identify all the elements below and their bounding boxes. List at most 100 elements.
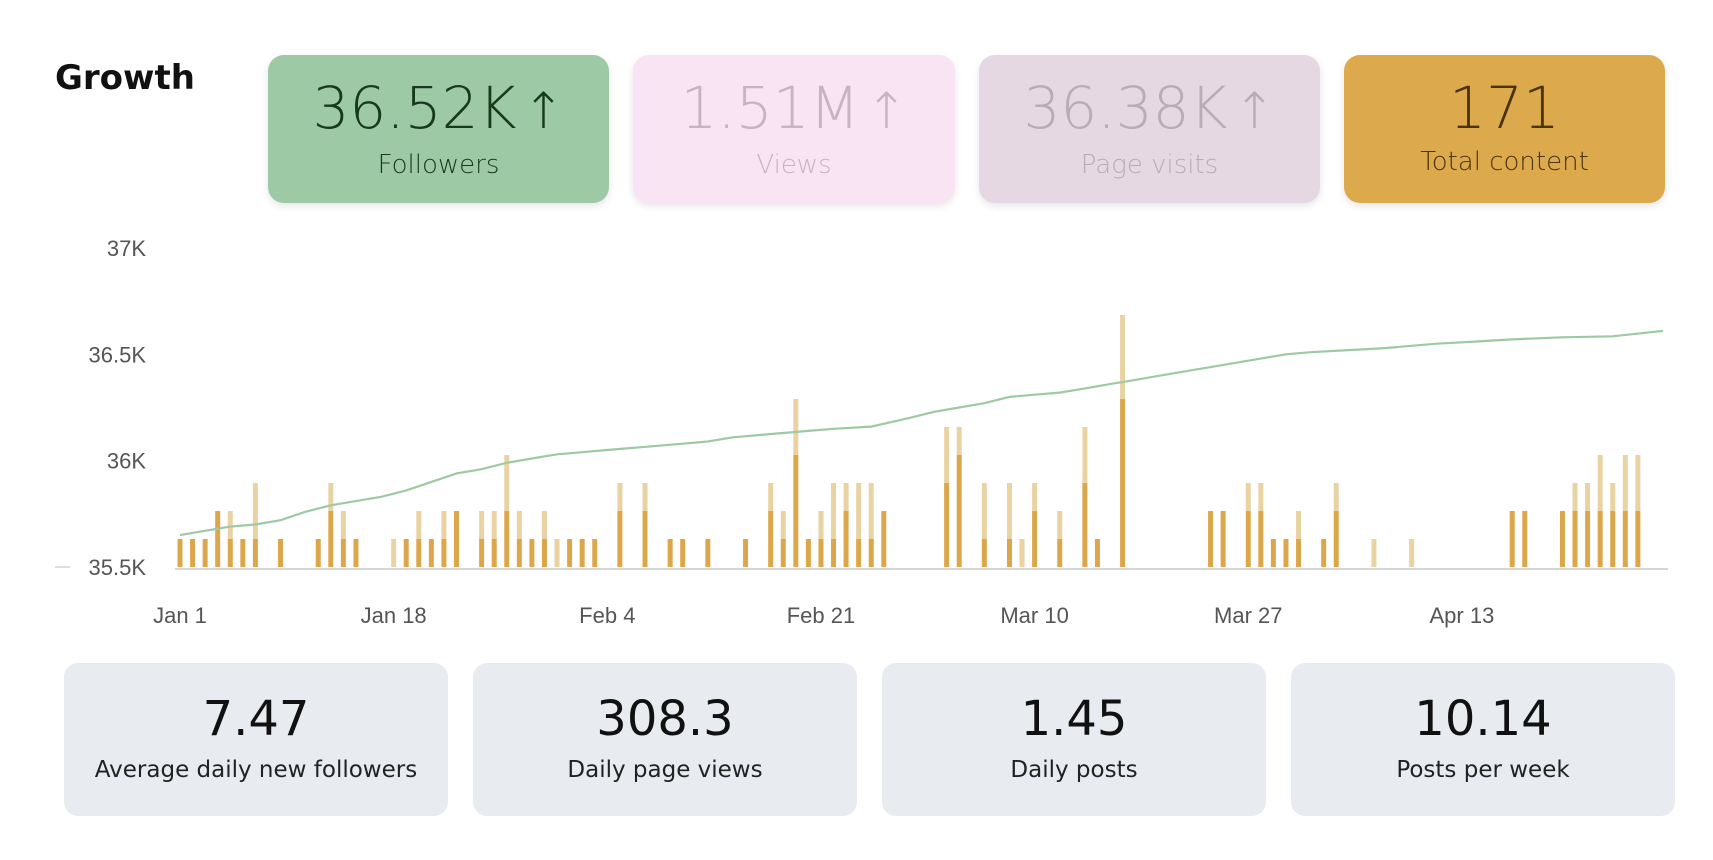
- x-tick-label: Jan 1: [153, 603, 207, 628]
- bar-segment-dark: [240, 539, 246, 567]
- bar-segment-dark: [202, 539, 208, 567]
- bar-segment-dark: [529, 539, 535, 567]
- stat-value: 1.45: [1020, 691, 1128, 747]
- page-title: Growth: [55, 58, 195, 98]
- bar-segment-dark: [1120, 399, 1126, 567]
- bar-segment-dark: [956, 455, 962, 567]
- metric-card-total-content[interactable]: 171 Total content: [1344, 55, 1665, 203]
- bar-segment-dark: [1509, 511, 1515, 567]
- bar-segment-light: [1333, 483, 1339, 511]
- bar-segment-light: [1409, 539, 1415, 567]
- bar-segment-light: [328, 483, 334, 511]
- bar-segment-dark: [805, 539, 811, 567]
- stat-card-daily-posts: 1.45 Daily posts: [882, 663, 1266, 816]
- x-tick-label: Mar 27: [1214, 603, 1282, 628]
- bar-segment-light: [868, 483, 874, 539]
- bar-segment-light: [856, 483, 862, 539]
- y-tick-label: 36K: [107, 449, 146, 474]
- bar-segment-light: [491, 511, 497, 539]
- arrow-up-icon: ↑: [522, 82, 565, 140]
- bar-segment-light: [1245, 483, 1251, 511]
- bar-segment-dark: [252, 539, 258, 567]
- bar-segment-light: [340, 511, 346, 539]
- bar-segment-dark: [504, 511, 510, 567]
- bar-segment-dark: [541, 539, 547, 567]
- bar-segment-dark: [416, 539, 422, 567]
- bar-segment-light: [1057, 511, 1063, 539]
- bar-segment-dark: [403, 539, 409, 567]
- stat-value: 308.3: [596, 691, 734, 747]
- bar-segment-dark: [856, 539, 862, 567]
- bar-segment-dark: [278, 539, 284, 567]
- bar-segment-light: [793, 399, 799, 455]
- growth-chart: 37K 36.5K 36K 35.5K Jan 1 Jan 18 Feb 4 Feb 21 M…: [55, 236, 1668, 628]
- bar-segment-dark: [1522, 511, 1528, 567]
- bar-segment-dark: [453, 511, 459, 567]
- bar-segment-dark: [1208, 511, 1214, 567]
- bar-segment-dark: [818, 539, 824, 567]
- bar-segment-dark: [667, 539, 673, 567]
- bar-segment-light: [1635, 455, 1641, 511]
- stat-label: Daily page views: [567, 757, 763, 783]
- bar-segment-dark: [1094, 539, 1100, 567]
- bar-segment-light: [1032, 483, 1038, 511]
- bar-segment-dark: [642, 511, 648, 567]
- metric-card-page-visits[interactable]: 36.38K ↑ Page visits: [979, 55, 1320, 203]
- bar-segment-light: [1006, 483, 1012, 539]
- metric-card-views[interactable]: 1.51M ↑ Views: [633, 55, 955, 203]
- x-tick-label: Feb 4: [579, 603, 635, 628]
- x-tick-label: Jan 18: [361, 603, 427, 628]
- bar-segment-dark: [1057, 539, 1063, 567]
- arrow-up-icon: ↑: [1233, 82, 1276, 140]
- bar-segment-light: [780, 511, 786, 539]
- stat-value: 7.47: [202, 691, 310, 747]
- bar-segment-dark: [680, 539, 686, 567]
- bar-segment-light: [441, 511, 447, 539]
- bar-segment-dark: [1610, 511, 1616, 567]
- bar-segment-light: [617, 483, 623, 511]
- bar-segment-light: [831, 483, 837, 539]
- followers-line-layer: [179, 329, 1664, 537]
- bar-segment-dark: [1258, 511, 1264, 567]
- bar-segment-dark: [190, 539, 196, 567]
- bar-segment-dark: [1333, 511, 1339, 567]
- arrow-up-icon: ↑: [865, 82, 908, 140]
- bar-segment-dark: [592, 539, 598, 567]
- bar-segment-dark: [705, 539, 711, 567]
- metric-card-followers[interactable]: 36.52K ↑ Followers: [268, 55, 609, 203]
- bar-segment-dark: [353, 539, 359, 567]
- bar-segment-dark: [1296, 539, 1302, 567]
- bar-segment-light: [1585, 483, 1591, 511]
- x-axis: Jan 1 Jan 18 Feb 4 Feb 21 Mar 10 Mar 27 Apr 13: [153, 603, 1494, 628]
- x-tick-label: Mar 10: [1000, 603, 1068, 628]
- bar-segment-light: [479, 511, 485, 539]
- bar-segment-dark: [743, 539, 749, 567]
- bar-segment-light: [1258, 483, 1264, 511]
- bar-segment-dark: [1559, 511, 1565, 567]
- metric-label: Total content: [1420, 147, 1589, 177]
- bar-segment-light: [416, 511, 422, 539]
- bar-segment-dark: [579, 539, 585, 567]
- bar-segment-dark: [1082, 483, 1088, 567]
- stat-value: 10.14: [1414, 691, 1552, 747]
- bar-segment-light: [227, 511, 233, 539]
- bar-segment-dark: [1635, 511, 1641, 567]
- stat-card-daily-page-views: 308.3 Daily page views: [473, 663, 857, 816]
- x-tick-label: Feb 21: [787, 603, 856, 628]
- bar-segment-light: [391, 539, 397, 567]
- bar-segment-light: [554, 539, 560, 567]
- metric-label: Views: [756, 150, 832, 180]
- bar-segment-light: [252, 483, 258, 539]
- bar-segment-light: [1296, 511, 1302, 539]
- bar-segment-dark: [491, 539, 497, 567]
- bar-segment-dark: [1220, 511, 1226, 567]
- metric-label: Followers: [377, 150, 500, 180]
- bar-segment-light: [541, 511, 547, 539]
- bar-segment-dark: [328, 511, 334, 567]
- bar-segment-dark: [516, 539, 522, 567]
- bar-segment-dark: [215, 511, 221, 567]
- y-tick-label: 37K: [107, 236, 146, 261]
- stat-label: Average daily new followers: [94, 757, 418, 783]
- stat-label: Daily posts: [1010, 757, 1138, 783]
- bar-segment-dark: [868, 539, 874, 567]
